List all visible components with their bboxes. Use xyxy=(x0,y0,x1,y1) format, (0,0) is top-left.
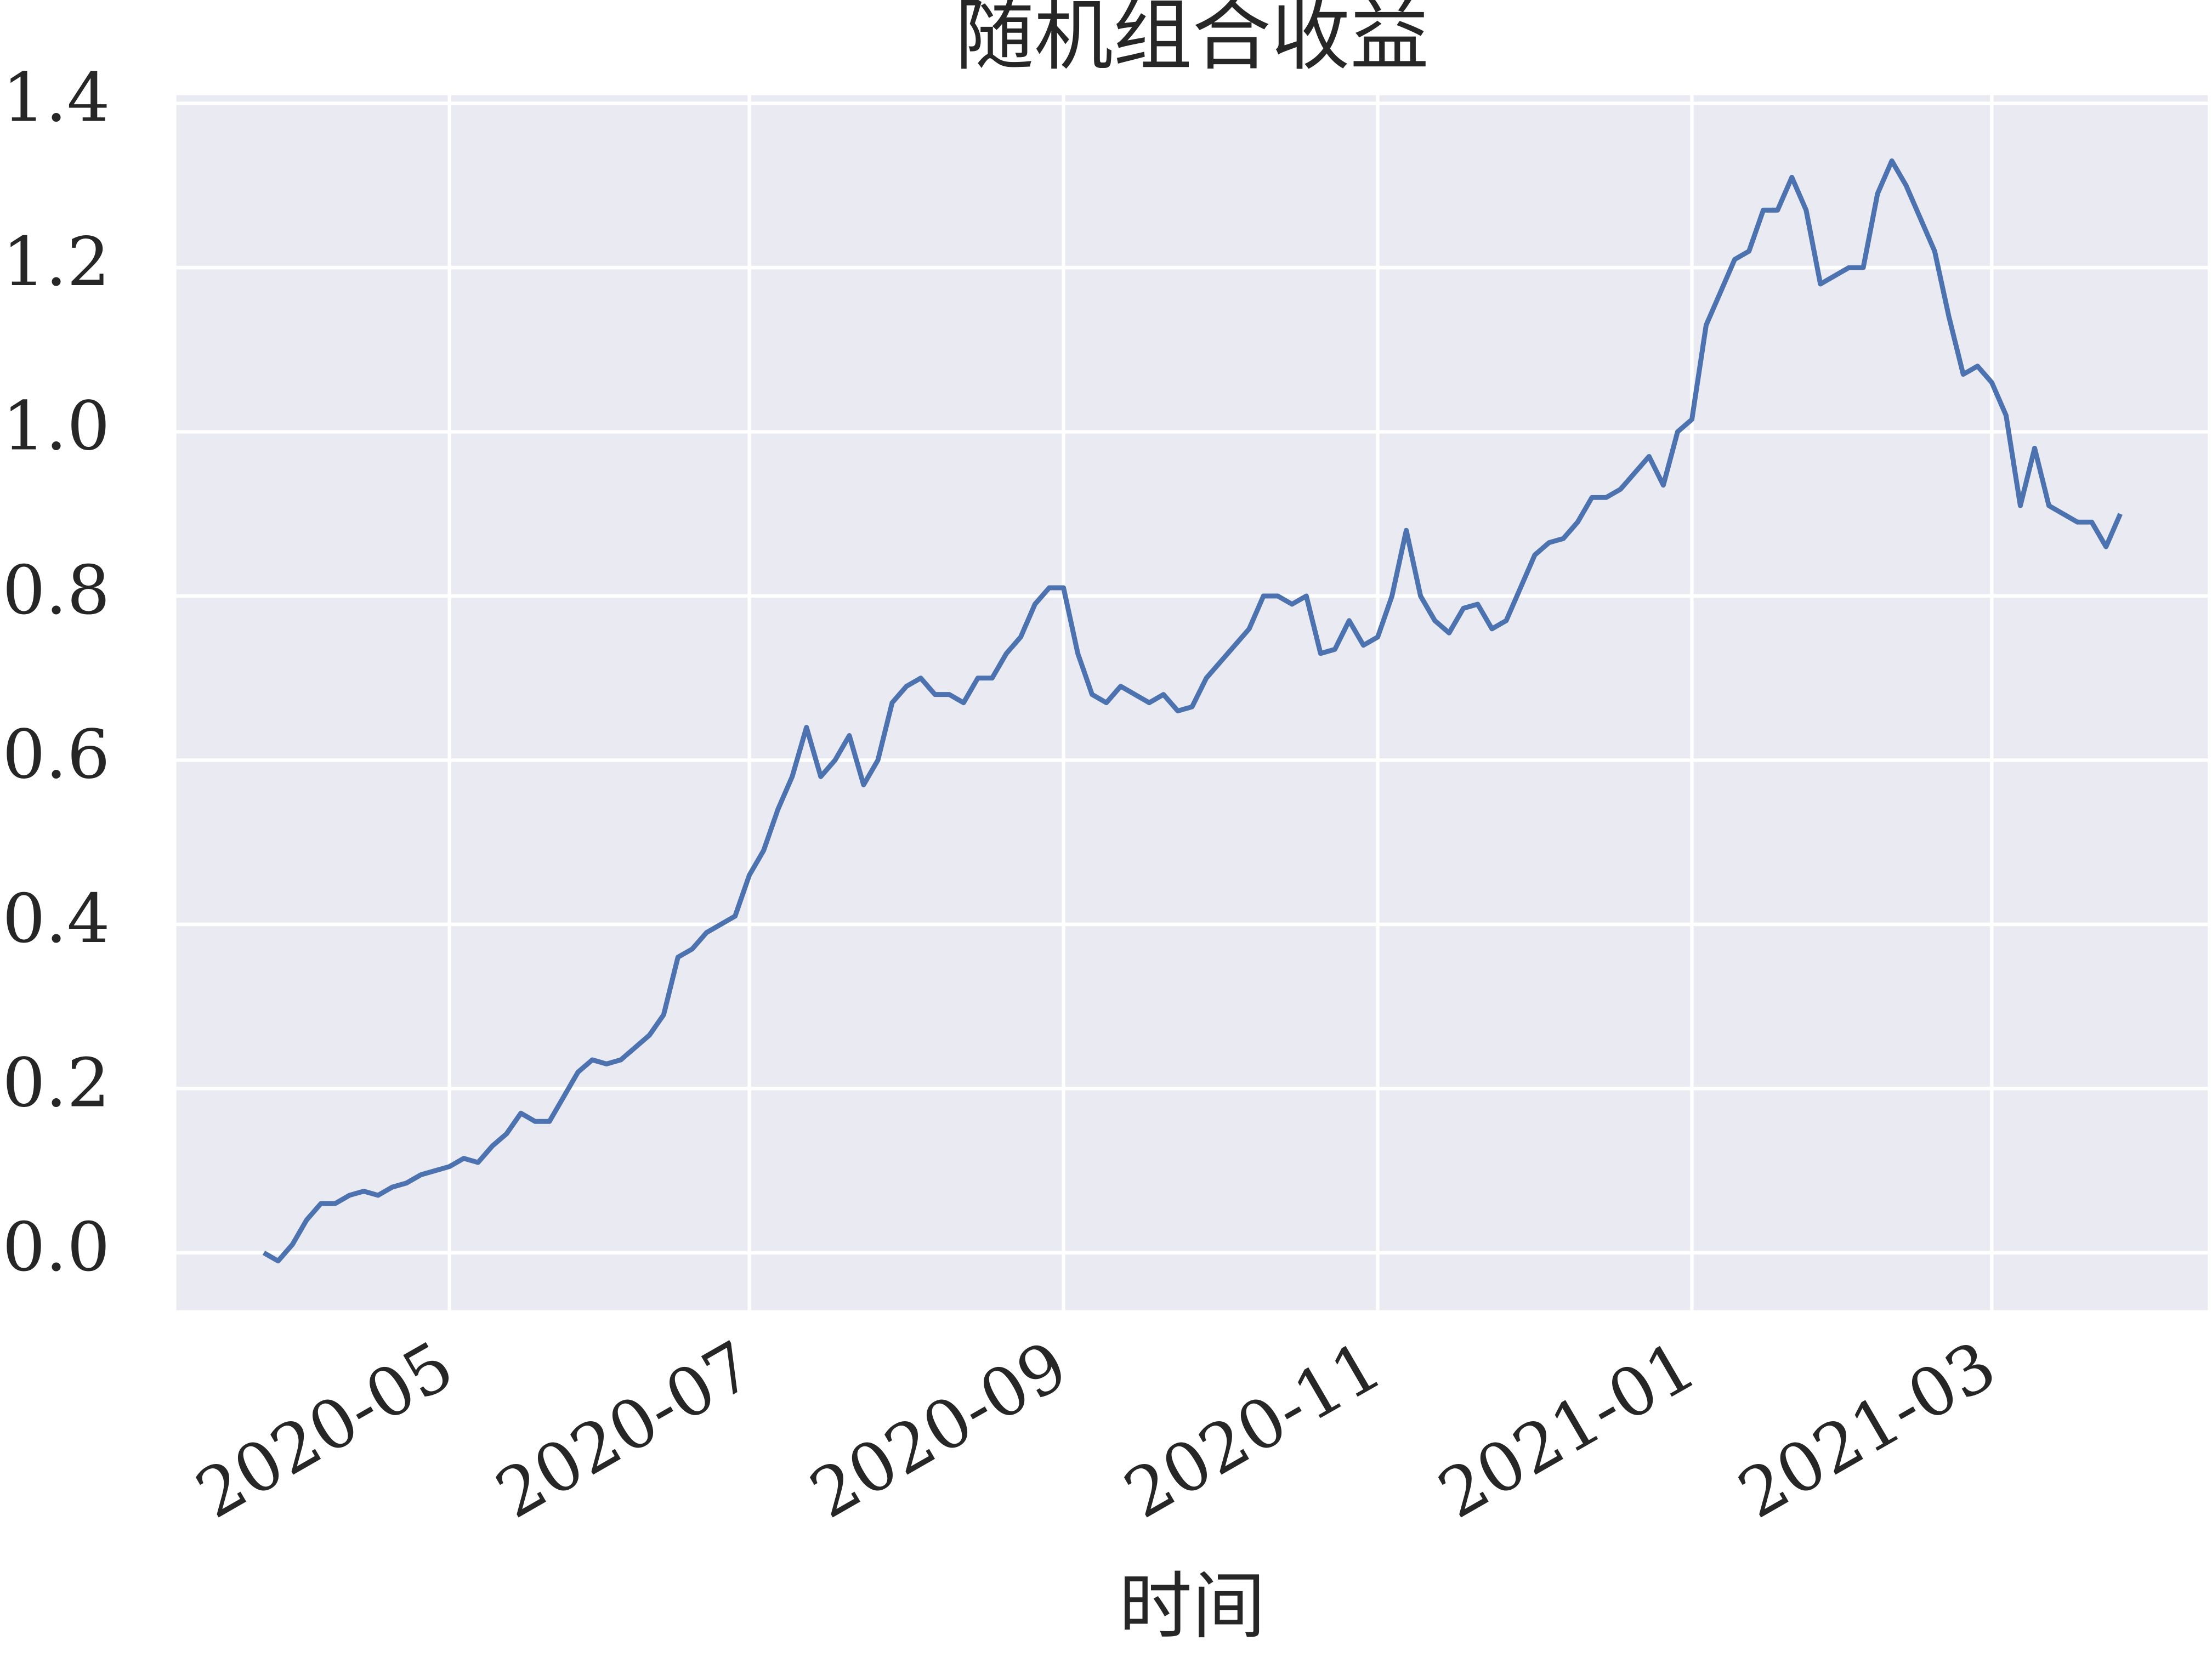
x-tick-label: 2020-07 xyxy=(484,1327,767,1534)
chart-title: 随机组合收益 xyxy=(955,0,1429,81)
y-tick-label: 0.2 xyxy=(2,1045,110,1122)
x-tick-label: 2020-11 xyxy=(1112,1327,1395,1534)
x-tick-label: 2020-05 xyxy=(184,1327,467,1534)
y-tick-label: 1.0 xyxy=(2,388,110,466)
x-tick-label: 2021-01 xyxy=(1426,1327,1709,1534)
y-tick-label: 1.2 xyxy=(2,224,110,302)
x-axis-label: 时间 xyxy=(1119,1564,1266,1649)
x-tick-label: 2021-03 xyxy=(1726,1327,2009,1534)
y-tick-label: 0.0 xyxy=(2,1208,110,1286)
y-tick-label: 1.4 xyxy=(2,59,110,137)
y-tick-label: 0.8 xyxy=(2,552,110,630)
y-tick-label: 0.4 xyxy=(2,880,110,958)
y-tick-label: 0.6 xyxy=(2,716,110,794)
x-tick-label: 2020-09 xyxy=(798,1327,1081,1534)
data-line xyxy=(262,158,2123,1264)
